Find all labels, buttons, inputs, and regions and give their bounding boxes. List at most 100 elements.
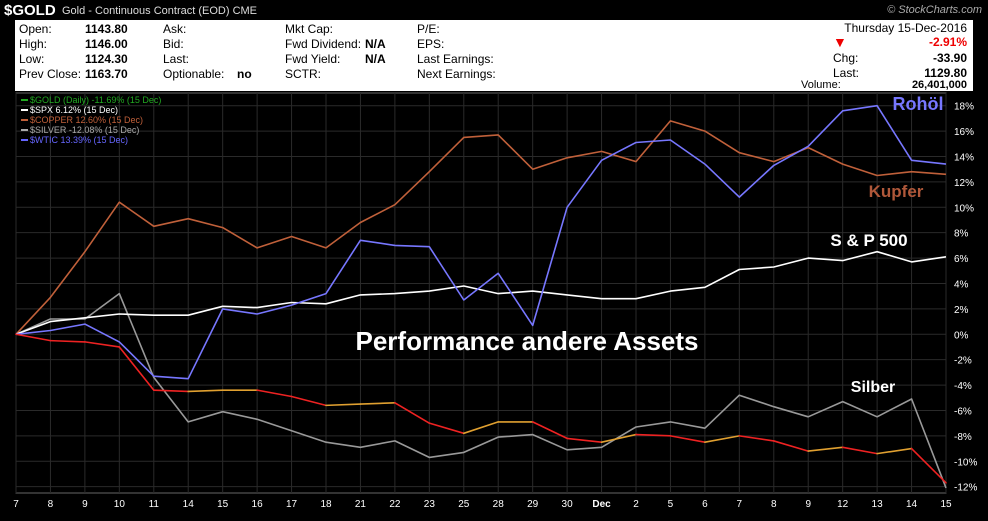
- series-gold-segment: [600, 433, 637, 444]
- annotation-main: Performance andere Assets: [356, 326, 699, 356]
- series-gold-segment: [428, 422, 465, 435]
- series-copper-line: [15, 120, 947, 335]
- y-tick-label: 6%: [954, 254, 969, 265]
- x-tick-label: 18: [320, 499, 332, 510]
- x-tick-label: 15: [217, 499, 229, 510]
- x-tick-label: 9: [82, 499, 88, 510]
- y-tick-label: 14%: [954, 152, 974, 163]
- y-tick-label: -2%: [954, 356, 972, 367]
- quote-panel: Open: 1143.80 High: 1146.00 Low: 1124.30…: [15, 20, 973, 91]
- pct-change: -2.91%: [928, 35, 967, 49]
- series-gold-segment: [187, 389, 224, 393]
- annotation-copper: Kupfer: [869, 182, 924, 201]
- x-tick-label: 2: [633, 499, 639, 510]
- quote-date: Thursday 15-Dec-2016: [844, 21, 967, 35]
- symbol-title: $GOLD: [4, 2, 56, 19]
- low-value: 1124.30: [85, 52, 128, 66]
- annotation-silver: Silber: [851, 379, 895, 396]
- y-tick-label: -4%: [954, 381, 972, 392]
- y-tick-label: 4%: [954, 279, 969, 290]
- x-tick-label: 5: [668, 499, 674, 510]
- x-tick-label: 29: [527, 499, 539, 510]
- brand-watermark: © StockCharts.com: [887, 4, 982, 16]
- series-wtic-line: [15, 104, 947, 380]
- x-tick-label: 8: [771, 499, 777, 510]
- series-gold-segment: [669, 435, 706, 444]
- x-tick-label: 14: [183, 499, 195, 510]
- x-tick-label: 25: [458, 499, 470, 510]
- annotation-oil: Rohöl: [893, 94, 944, 114]
- y-tick-label: 10%: [954, 203, 974, 214]
- legend-entry: $SILVER -12.08% (15 Dec): [30, 125, 139, 135]
- series-gold-segment: [772, 440, 810, 452]
- x-tick-label: 11: [149, 499, 160, 510]
- last-label: Last:: [163, 52, 190, 66]
- fwd-dividend-value: N/A: [365, 37, 386, 51]
- chg-label: Chg:: [833, 51, 859, 65]
- x-tick-label: 30: [562, 499, 574, 510]
- x-tick-label: 10: [114, 499, 126, 510]
- volume-label: Volume:: [801, 79, 841, 91]
- legend-entry: $SPX 6.12% (15 Dec): [30, 105, 118, 115]
- down-arrow-icon: ▼: [833, 34, 847, 50]
- y-tick-label: 18%: [954, 102, 974, 113]
- symbol-description: Gold - Continuous Contract (EOD) CME: [62, 5, 258, 17]
- sctr-label: SCTR:: [285, 67, 321, 81]
- high-value: 1146.00: [85, 37, 128, 51]
- legend-entry: $COPPER 12.60% (15 Dec): [30, 115, 143, 125]
- series-gold-segment: [118, 346, 155, 391]
- series-gold-segment: [635, 433, 672, 437]
- series-gold-segment: [738, 435, 775, 442]
- series-gold-segment: [152, 389, 190, 393]
- series-gold-segment: [531, 421, 568, 440]
- y-tick-label: -6%: [954, 406, 972, 417]
- x-tick-label: 8: [48, 499, 54, 510]
- x-tick-label: 7: [13, 499, 19, 510]
- x-tick-label: Dec: [592, 499, 611, 510]
- series-gold-segment: [290, 395, 327, 407]
- bid-label: Bid:: [163, 37, 184, 51]
- series-gold-segment: [325, 403, 362, 407]
- series-gold-segment: [394, 402, 431, 424]
- x-tick-label: 15: [940, 499, 952, 510]
- x-tick-label: 6: [702, 499, 708, 510]
- y-tick-label: 16%: [954, 127, 974, 138]
- x-tick-label: 23: [424, 499, 436, 510]
- series-spx-line: [15, 250, 947, 336]
- next-earnings-label: Next Earnings:: [417, 67, 496, 81]
- series-gold-segment: [876, 447, 913, 455]
- y-tick-label: -10%: [954, 457, 977, 468]
- mktcap-label: Mkt Cap:: [285, 22, 334, 36]
- prev-close-label: Prev Close:: [19, 67, 82, 81]
- series-gold-segment: [841, 446, 878, 455]
- ask-label: Ask:: [163, 22, 187, 36]
- series-gold-segment: [807, 446, 844, 452]
- low-label: Low:: [19, 52, 45, 66]
- series-gold-segment: [462, 421, 500, 435]
- x-tick-label: 28: [493, 499, 505, 510]
- last2-label: Last:: [833, 66, 860, 80]
- legend-entry: $WTIC 13.39% (15 Dec): [30, 135, 128, 145]
- y-tick-label: 12%: [954, 178, 974, 189]
- optionable-value: no: [237, 67, 252, 81]
- series-gold-segment: [359, 402, 396, 405]
- y-tick-label: 0%: [954, 330, 969, 341]
- series-gold-segment: [704, 435, 741, 444]
- volume-value: 26,401,000: [911, 79, 967, 91]
- annotation-spx: S & P 500: [830, 231, 907, 250]
- optionable-label: Optionable:: [163, 67, 225, 81]
- y-tick-label: -8%: [954, 432, 972, 443]
- series-gold-segment: [566, 437, 603, 444]
- series-gold-segment: [15, 333, 52, 342]
- eps-label: EPS:: [417, 37, 445, 51]
- x-tick-label: 12: [837, 499, 849, 510]
- fwd-yield-label: Fwd Yield:: [285, 52, 341, 66]
- x-tick-label: 13: [872, 499, 884, 510]
- y-tick-label: 8%: [954, 229, 969, 240]
- pe-label: P/E:: [417, 22, 440, 36]
- chart-area: -12% -10% -8% -6% -4% -2% 0% 2% 4% 6% 8% 10% 12% 14% 1…: [0, 91, 988, 516]
- series-gold-segment: [910, 447, 947, 484]
- series-gold-segment: [256, 389, 293, 398]
- fwd-dividend-label: Fwd Dividend:: [285, 37, 362, 51]
- x-tick-label: 17: [286, 499, 298, 510]
